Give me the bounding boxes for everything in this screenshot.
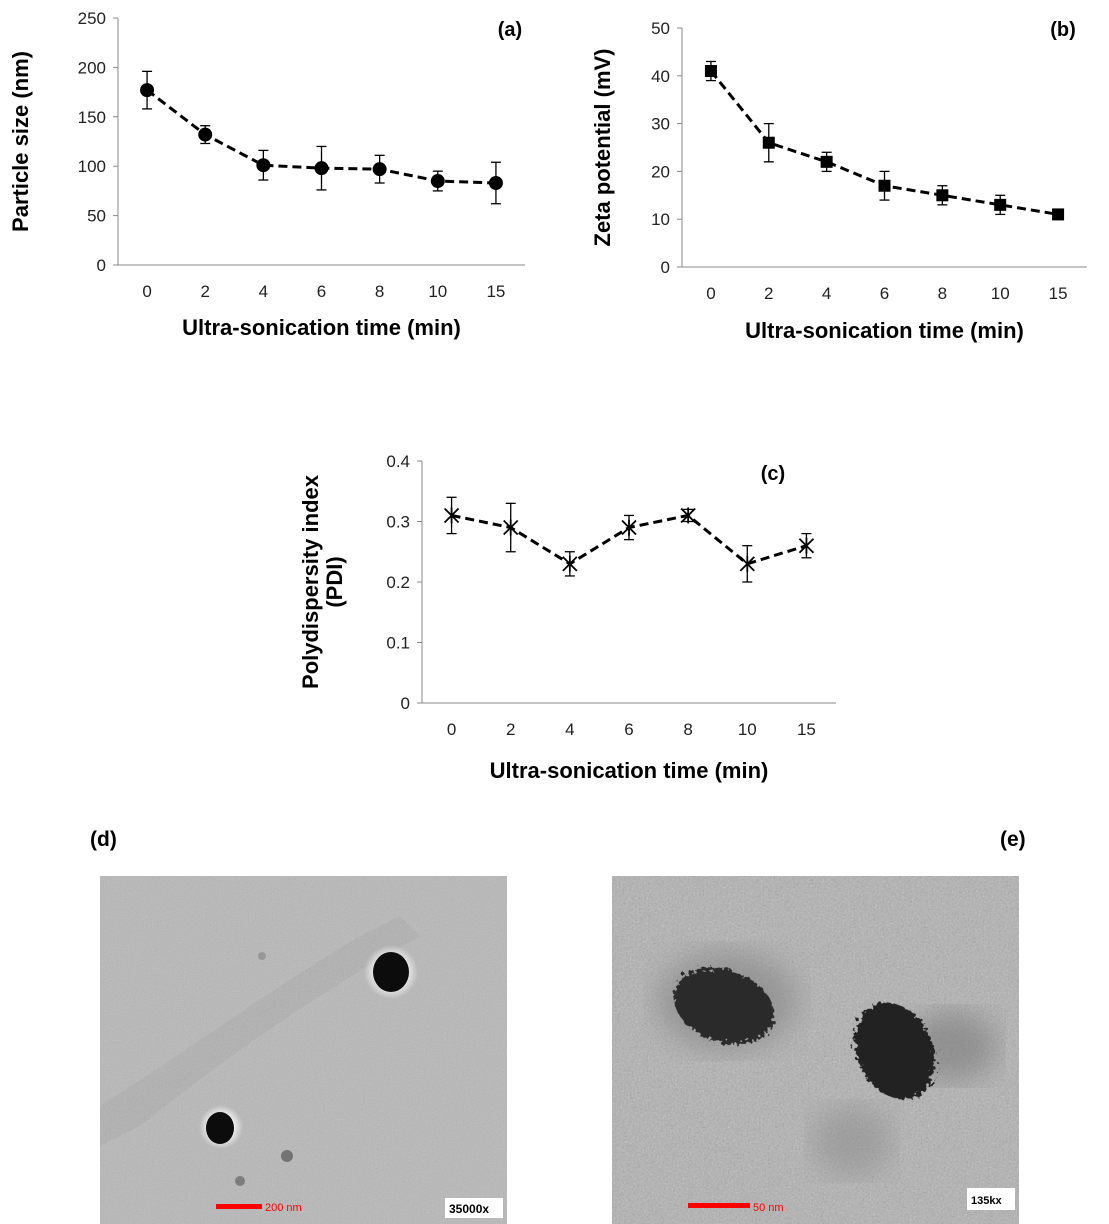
tem-micrograph-e: 50 nm 135kx — [612, 876, 1019, 1224]
x-tick-label: 4 — [822, 284, 831, 303]
panel-label: (b) — [1050, 19, 1076, 41]
y-tick-label: 0 — [97, 256, 106, 275]
data-point — [936, 189, 949, 202]
x-tick-label: 0 — [142, 282, 151, 301]
data-point — [820, 155, 833, 168]
tem-micrograph-d: 200 nm 35000x — [100, 876, 507, 1224]
panel-label-e: (e) — [1000, 828, 1026, 851]
chart-zeta-potential: 0 10 20 30 40 50 0 2 4 6 8 10 15 (b) Ultra-sonication … — [590, 19, 1087, 343]
nanoparticle-cluster — [854, 1002, 936, 1100]
data-point — [878, 179, 891, 192]
y-tick-label: 150 — [78, 108, 106, 127]
x-tick-label: 15 — [486, 282, 505, 301]
y-tick-label: 0.1 — [386, 634, 410, 653]
data-point — [994, 198, 1007, 211]
y-tick-label: 200 — [78, 58, 106, 77]
panel-label: (a) — [498, 19, 522, 41]
x-tick-label: 2 — [200, 282, 209, 301]
y-axis-label: (PDI) — [322, 556, 347, 607]
x-tick-label: 8 — [938, 284, 947, 303]
data-point — [314, 161, 329, 176]
nanoparticle-core — [373, 952, 409, 992]
nanoparticle-cluster — [673, 967, 775, 1045]
data-point — [140, 83, 155, 98]
x-tick-label: 10 — [428, 282, 447, 301]
chart-particle-size: 0 50 100 150 200 250 0 2 4 6 8 10 15 (a) Ultra-sonicat… — [8, 9, 525, 340]
data-point — [680, 507, 696, 524]
data-point — [443, 507, 460, 524]
y-tick-label: 250 — [78, 9, 106, 28]
y-tick-label: 10 — [651, 210, 670, 229]
x-tick-label: 6 — [880, 284, 889, 303]
x-tick-label: 2 — [764, 284, 773, 303]
x-tick-label: 15 — [797, 720, 816, 739]
y-axis-label: Polydispersity index — [298, 474, 323, 689]
y-tick-label: 50 — [651, 19, 670, 38]
y-tick-label: 0.4 — [386, 452, 410, 471]
x-tick-label: 0 — [447, 720, 456, 739]
data-point — [1052, 208, 1065, 221]
data-point — [372, 162, 387, 177]
scale-bar — [688, 1203, 750, 1208]
x-tick-label: 8 — [683, 720, 692, 739]
y-tick-label: 100 — [78, 157, 106, 176]
data-point — [562, 555, 578, 572]
x-tick-label: 2 — [506, 720, 515, 739]
data-point — [256, 158, 271, 173]
data-point — [798, 537, 815, 554]
data-point — [739, 555, 755, 572]
y-tick-label: 40 — [651, 67, 670, 86]
y-tick-label: 0.3 — [386, 513, 410, 532]
data-point — [503, 519, 519, 536]
y-tick-label: 50 — [87, 207, 106, 226]
x-axis-label: Ultra-sonication time (min) — [182, 315, 461, 340]
panel-label-d: (d) — [90, 828, 117, 851]
x-tick-label: 8 — [375, 282, 384, 301]
x-tick-label: 4 — [565, 720, 574, 739]
data-point — [488, 175, 503, 190]
x-axis-label: Ultra-sonication time (min) — [745, 318, 1024, 343]
y-axis-label: Zeta potential (mV) — [590, 48, 615, 246]
y-tick-label: 0.2 — [386, 573, 410, 592]
y-tick-label: 20 — [651, 162, 670, 181]
tem-image-e: 50 nm 135kx — [612, 876, 1019, 1224]
y-tick-label: 30 — [651, 115, 670, 134]
x-tick-label: 15 — [1049, 284, 1068, 303]
data-point — [762, 136, 775, 149]
x-tick-label: 0 — [706, 284, 715, 303]
x-tick-label: 4 — [259, 282, 268, 301]
data-point — [198, 127, 213, 142]
x-axis-label: Ultra-sonication time (min) — [490, 758, 769, 783]
x-tick-label: 6 — [624, 720, 633, 739]
x-tick-label: 10 — [738, 720, 757, 739]
scale-bar-label: 200 nm — [265, 1202, 302, 1214]
panel-label: (c) — [761, 463, 785, 485]
magnification-label: 135kx — [971, 1195, 1002, 1207]
nanoparticle-core — [206, 1112, 234, 1144]
scale-bar-label: 50 nm — [753, 1202, 784, 1214]
y-axis-label: Particle size (nm) — [8, 51, 33, 232]
data-point — [621, 519, 637, 536]
x-tick-label: 10 — [991, 284, 1010, 303]
data-point — [430, 174, 445, 189]
x-tick-label: 6 — [317, 282, 326, 301]
magnification-label: 35000x — [449, 1202, 489, 1216]
tem-image-d: 200 nm 35000x — [100, 876, 507, 1224]
scale-bar — [216, 1204, 262, 1209]
y-tick-label: 0 — [661, 258, 670, 277]
y-tick-label: 0 — [401, 694, 410, 713]
data-point — [704, 65, 717, 78]
chart-pdi: 0 0.1 0.2 0.3 0.4 0 2 4 6 8 10 15 (c) Ultra-sonicatio… — [298, 452, 836, 783]
